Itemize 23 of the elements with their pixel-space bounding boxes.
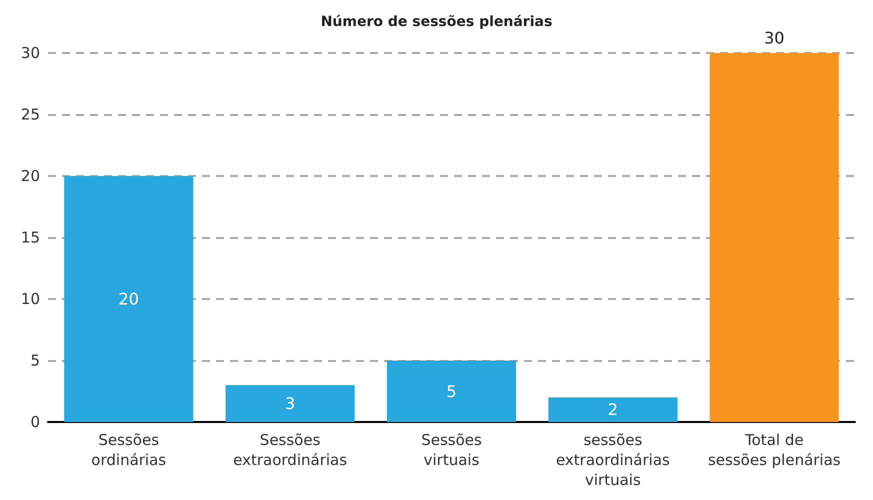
y-tick-label: 15 bbox=[20, 228, 40, 246]
data-label: 5 bbox=[446, 382, 457, 401]
x-tick-label: sessões extraordinárias virtuais bbox=[556, 431, 670, 489]
bar bbox=[710, 53, 839, 422]
x-tick-label: Sessões ordinárias bbox=[91, 431, 166, 469]
y-tick-label: 5 bbox=[30, 352, 40, 370]
y-tick-label: 30 bbox=[20, 44, 40, 62]
y-tick-label: 20 bbox=[20, 167, 40, 185]
bar bbox=[226, 385, 355, 422]
bar bbox=[386, 360, 516, 422]
data-label: 3 bbox=[285, 394, 296, 414]
x-tick-label: Total de sessões plenárias bbox=[708, 431, 841, 469]
chart-title: Número de sessões plenárias bbox=[320, 14, 552, 30]
x-tick-label: Sessões extraordinárias bbox=[233, 431, 348, 469]
y-tick-label: 0 bbox=[30, 413, 40, 431]
data-label: 30 bbox=[764, 28, 784, 48]
data-label: 2 bbox=[608, 400, 618, 420]
bar bbox=[548, 397, 678, 422]
x-tick-label: Sessões virtuais bbox=[421, 431, 482, 469]
y-tick-label: 25 bbox=[20, 106, 40, 124]
bar bbox=[64, 176, 194, 422]
y-tick-label: 10 bbox=[20, 290, 40, 308]
data-label: 20 bbox=[118, 290, 139, 308]
